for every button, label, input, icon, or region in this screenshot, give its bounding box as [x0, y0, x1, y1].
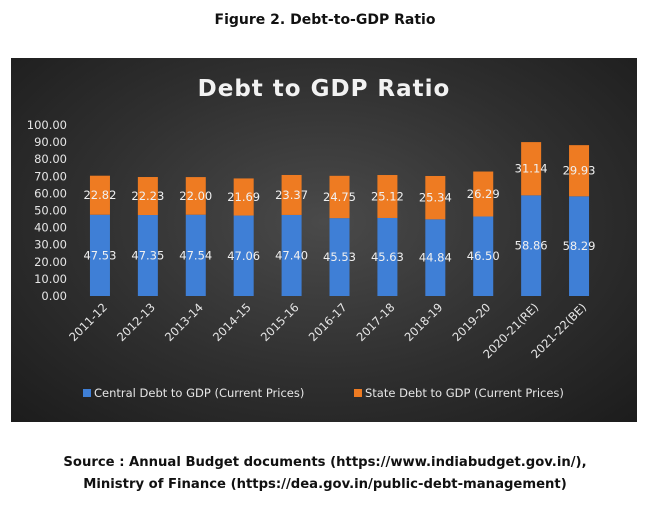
- central-debt-bar: [281, 214, 302, 296]
- legend-state-swatch: [354, 389, 362, 397]
- x-tick-label: 2016-17: [306, 300, 350, 344]
- state-data-label: 21.69: [227, 190, 260, 204]
- figure-title: Figure 2. Debt-to-GDP Ratio: [214, 12, 436, 28]
- central-data-label: 45.63: [371, 250, 404, 264]
- y-tick-label: 70.00: [34, 169, 67, 183]
- y-tick-label: 10.00: [34, 272, 67, 286]
- y-tick-label: 0.00: [41, 289, 67, 303]
- y-tick-label: 100.00: [27, 118, 67, 132]
- central-data-label: 47.54: [179, 248, 212, 262]
- central-data-label: 47.35: [131, 249, 164, 263]
- y-tick-label: 20.00: [34, 255, 67, 269]
- state-data-label: 23.37: [275, 188, 308, 202]
- y-tick-label: 40.00: [34, 221, 67, 235]
- central-data-label: 46.50: [467, 249, 500, 263]
- x-tick-label: 2012-13: [114, 300, 158, 344]
- central-data-label: 58.86: [515, 239, 548, 253]
- legend-central-label: Central Debt to GDP (Current Prices): [94, 386, 304, 400]
- central-debt-bar: [473, 216, 494, 296]
- legend-state-label: State Debt to GDP (Current Prices): [365, 386, 564, 400]
- central-debt-bar: [185, 214, 206, 296]
- state-data-label: 22.00: [179, 189, 212, 203]
- state-data-label: 22.23: [131, 189, 164, 203]
- central-debt-bar: [137, 215, 158, 296]
- x-tick-label: 2014-15: [210, 300, 254, 344]
- x-tick-label: 2015-16: [258, 300, 302, 344]
- central-debt-bar: [89, 214, 110, 296]
- central-data-label: 58.29: [563, 239, 596, 253]
- central-debt-bar: [377, 217, 398, 296]
- state-debt-bar: [473, 171, 494, 217]
- central-debt-bar: [329, 218, 350, 296]
- central-data-label: 47.06: [227, 249, 260, 263]
- state-data-label: 29.93: [563, 164, 596, 178]
- y-tick-label: 60.00: [34, 186, 67, 200]
- state-debt-bar: [185, 177, 206, 215]
- central-data-label: 47.53: [83, 248, 116, 262]
- central-debt-bar: [233, 215, 254, 296]
- state-debt-bar: [425, 175, 446, 220]
- state-data-label: 25.12: [371, 189, 404, 203]
- state-debt-bar: [329, 175, 350, 219]
- state-debt-bar: [521, 142, 542, 196]
- state-data-label: 25.34: [419, 191, 452, 205]
- y-tick-label: 50.00: [34, 204, 67, 218]
- state-data-label: 24.75: [323, 190, 356, 204]
- source-line-2: Ministry of Finance (https://dea.gov.in/…: [83, 477, 567, 492]
- y-tick-label: 30.00: [34, 238, 67, 252]
- state-debt-bar: [89, 175, 110, 215]
- chart-title: Debt to GDP Ratio: [198, 76, 451, 102]
- state-data-label: 31.14: [515, 162, 548, 176]
- source-note: Source : Annual Budget documents (https:…: [0, 452, 650, 496]
- central-data-label: 44.84: [419, 251, 452, 265]
- chart-panel: Debt to GDP Ratio 0.00 10.00 20.00 30.00 40.…: [11, 58, 637, 422]
- state-debt-bar: [377, 175, 398, 218]
- x-tick-label: 2013-14: [162, 300, 206, 344]
- central-data-label: 45.53: [323, 250, 356, 264]
- central-data-label: 47.40: [275, 248, 308, 262]
- state-debt-bar: [137, 177, 158, 216]
- y-tick-label: 80.00: [34, 152, 67, 166]
- state-debt-bar: [281, 174, 302, 215]
- x-tick-label: 2017-18: [354, 300, 398, 344]
- central-debt-bar: [569, 196, 590, 296]
- x-tick-label: 2011-12: [66, 300, 110, 344]
- debt-to-gdp-chart: Debt to GDP Ratio 0.00 10.00 20.00 30.00 40.…: [27, 76, 596, 400]
- state-debt-bar: [233, 178, 254, 216]
- source-line-1: Source : Annual Budget documents (https:…: [63, 455, 587, 470]
- y-tick-label: 90.00: [34, 135, 67, 149]
- x-tick-label: 2019-20: [449, 300, 493, 344]
- legend-central-swatch: [83, 389, 91, 397]
- state-data-label: 26.29: [467, 187, 500, 201]
- central-debt-bar: [425, 219, 446, 296]
- state-debt-bar: [569, 145, 590, 197]
- central-debt-bar: [521, 195, 542, 296]
- x-tick-label: 2018-19: [402, 300, 446, 344]
- state-data-label: 22.82: [83, 188, 116, 202]
